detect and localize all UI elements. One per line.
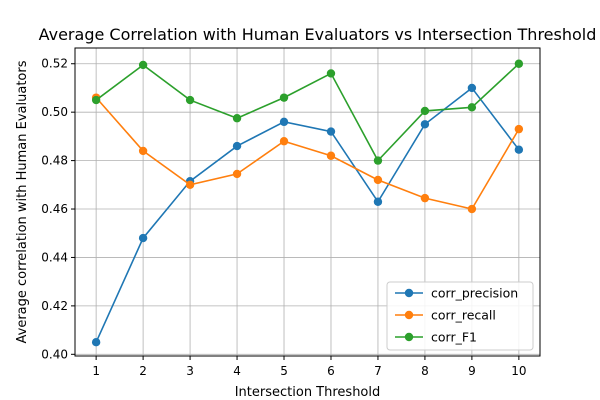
legend-item-corr_precision: corr_precision: [395, 286, 518, 301]
series-corr_F1: [91, 59, 524, 165]
y-tick-label: 0.48: [41, 154, 68, 168]
data-point-corr_recall: [326, 151, 336, 160]
data-point-corr_F1: [326, 69, 336, 78]
series-corr_recall: [91, 93, 524, 214]
data-point-corr_F1: [467, 103, 477, 112]
data-point-corr_precision: [91, 337, 101, 347]
data-point-corr_recall: [279, 137, 289, 146]
data-point-corr_recall: [514, 124, 524, 134]
data-point-corr_recall: [420, 193, 430, 203]
data-point-corr_precision: [279, 117, 289, 127]
data-point-corr_precision: [138, 233, 148, 243]
legend-item-corr_F1: corr_F1: [395, 330, 477, 345]
y-tick-label: 0.46: [41, 202, 68, 216]
legend-item-corr_recall: corr_recall: [395, 308, 496, 323]
plot-frame: [74, 47, 541, 357]
x-tick-label: 3: [186, 364, 194, 378]
legend-label: corr_recall: [431, 308, 496, 323]
series-group: [91, 59, 524, 347]
x-tick-label: 5: [280, 364, 288, 378]
legend: corr_precision corr_recall corr_F1: [386, 281, 534, 351]
legend-marker-swatch: [404, 332, 414, 342]
y-tick-label: 0.44: [41, 250, 68, 264]
x-tick-label: 10: [511, 364, 526, 378]
data-point-corr_recall: [373, 175, 383, 185]
y-axis-label: Average correlation with Human Evaluator…: [15, 60, 30, 343]
data-point-corr_recall: [138, 146, 148, 156]
series-line-corr_precision: [95, 86, 520, 343]
legend-marker-swatch: [404, 310, 414, 320]
data-point-corr_F1: [185, 95, 195, 105]
data-point-corr_F1: [514, 59, 524, 68]
axis-ticks: 1 2 3 4 5 6 7 8 9 10 0.40 0.42 0.44 0.46 0.48 0.50 0.52: [41, 57, 526, 378]
legend-box: [386, 281, 534, 351]
chart-title: Average Correlation with Human Evaluator…: [39, 25, 597, 44]
x-tick-label: 1: [92, 364, 100, 378]
data-point-corr_precision: [373, 197, 383, 206]
data-point-corr_precision: [232, 141, 242, 151]
x-tick-label: 8: [421, 364, 429, 378]
grid-lines: [75, 48, 540, 356]
data-point-corr_precision: [420, 120, 430, 129]
data-point-corr_recall: [467, 204, 477, 214]
data-point-corr_F1: [232, 114, 242, 123]
data-point-corr_F1: [373, 156, 383, 165]
data-point-corr_recall: [185, 180, 195, 190]
data-point-corr_F1: [91, 95, 101, 105]
data-point-corr_recall: [232, 169, 242, 179]
y-tick-label: 0.42: [41, 299, 68, 313]
series-line-corr_F1: [95, 63, 520, 162]
y-tick-label: 0.50: [41, 105, 68, 119]
x-tick-label: 2: [139, 364, 147, 378]
legend-label: corr_precision: [431, 286, 518, 301]
data-point-corr_precision: [467, 83, 477, 93]
x-tick-label: 4: [233, 364, 241, 378]
x-tick-label: 9: [468, 364, 476, 378]
data-point-corr_precision: [514, 145, 524, 154]
y-tick-label: 0.52: [41, 57, 68, 71]
data-point-corr_F1: [138, 60, 148, 70]
legend-marker-swatch: [404, 288, 414, 298]
data-point-corr_F1: [279, 93, 289, 102]
x-tick-label: 7: [374, 364, 382, 378]
series-line-corr_recall: [95, 97, 520, 210]
data-point-corr_F1: [420, 106, 430, 116]
y-tick-label: 0.40: [41, 347, 68, 361]
legend-label: corr_F1: [431, 330, 477, 345]
x-axis-label: Intersection Threshold: [235, 385, 381, 400]
x-tick-label: 6: [327, 364, 335, 378]
data-point-corr_precision: [326, 127, 336, 136]
